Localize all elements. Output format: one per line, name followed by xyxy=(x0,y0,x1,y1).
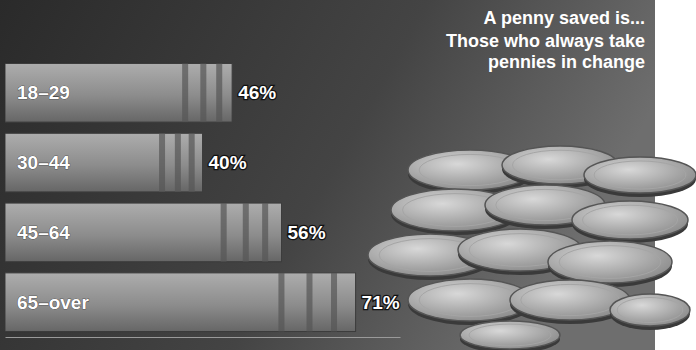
bar-stripe xyxy=(216,63,222,122)
bar-stripe xyxy=(262,203,268,262)
bar xyxy=(5,63,232,122)
bar-stripe xyxy=(221,203,227,262)
category-label: 45–64 xyxy=(17,222,70,243)
data-label: 46% xyxy=(238,82,276,103)
category-label: 18–29 xyxy=(17,82,70,103)
bar-stripe xyxy=(306,273,312,332)
data-label: 56% xyxy=(288,222,326,243)
coin-rim xyxy=(469,324,551,346)
coin xyxy=(610,294,690,326)
subtitle-line: pennies in change xyxy=(488,52,645,72)
bars xyxy=(5,63,356,331)
bar xyxy=(5,273,356,332)
coin-rim xyxy=(521,284,619,315)
chart: 18–29 30–44 45–64 65–over 46% 40% 56% 71% A penn… xyxy=(0,0,696,350)
coin-rim xyxy=(594,161,686,189)
title: A penny saved is... xyxy=(484,8,645,28)
coin-rim xyxy=(617,298,683,323)
coin xyxy=(584,157,696,193)
bar-stripe xyxy=(189,133,195,192)
subtitle: Those who always takepennies in change xyxy=(446,31,645,72)
x-axis xyxy=(6,337,401,338)
bar-stripe xyxy=(278,273,284,332)
bar-stripe xyxy=(159,133,165,192)
coin xyxy=(460,321,560,349)
bar-stripe xyxy=(243,203,249,262)
bar xyxy=(5,203,282,262)
data-label: 40% xyxy=(209,152,247,173)
bar xyxy=(5,133,203,192)
axis-line xyxy=(6,337,401,338)
coin-rim xyxy=(582,205,677,235)
bar-stripe xyxy=(175,133,181,192)
coin xyxy=(572,201,688,239)
bar-stripe xyxy=(182,63,188,122)
subtitle-line: Those who always take xyxy=(446,31,645,51)
coin-rim xyxy=(419,284,521,317)
coins xyxy=(368,146,696,350)
category-label: 30–44 xyxy=(17,152,70,173)
bar-stripe xyxy=(200,63,206,122)
background xyxy=(0,0,655,350)
coin xyxy=(548,241,672,283)
data-label: 71% xyxy=(362,292,400,313)
bar-stripe xyxy=(331,273,337,332)
coin-rim xyxy=(559,246,661,279)
category-label: 65–over xyxy=(17,292,89,313)
